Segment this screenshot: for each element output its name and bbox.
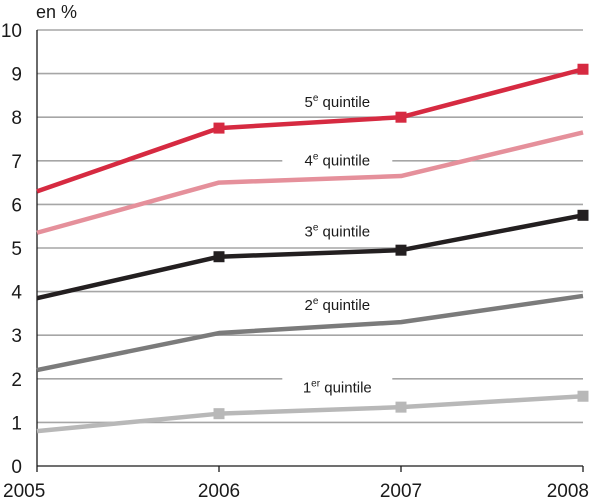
y-tick-label: 6 xyxy=(11,195,22,216)
series-labels: 5e quintile 4e quintile 3e quintile 2e quin… xyxy=(282,91,393,397)
y-tick-label: 7 xyxy=(11,152,22,173)
y-tick-label: 5 xyxy=(11,239,22,260)
series-label-bg xyxy=(282,149,393,170)
series-line-3 xyxy=(36,213,584,301)
series-label-bg xyxy=(282,376,393,397)
y-axis-unit-label: en % xyxy=(36,2,77,22)
series-marker xyxy=(395,111,407,123)
x-tick-label: 2006 xyxy=(198,481,240,500)
y-tick-label: 1 xyxy=(11,413,22,434)
series-line-1 xyxy=(36,393,584,434)
series-marker xyxy=(213,408,225,420)
y-tick-label: 0 xyxy=(11,457,22,478)
series-label: 4e quintile xyxy=(304,151,370,169)
series-label: 3e quintile xyxy=(304,222,370,240)
axes xyxy=(36,30,584,472)
x-tick-labels: 2005 2006 2007 2008 xyxy=(3,481,589,500)
series-label: 5e quintile xyxy=(304,93,370,111)
y-tick-label: 9 xyxy=(11,65,22,86)
series-marker xyxy=(577,390,589,402)
series-marker xyxy=(213,251,225,263)
series-label-bg xyxy=(282,220,393,241)
series-marker xyxy=(395,244,407,256)
series-line-2 xyxy=(36,293,584,373)
y-tick-label: 10 xyxy=(1,21,22,42)
series-label-bg xyxy=(282,293,393,314)
series-line-4 xyxy=(36,130,584,235)
series-marker xyxy=(577,63,589,75)
x-tick-label: 2005 xyxy=(3,481,45,500)
series-marker xyxy=(213,122,225,134)
series-label-bg xyxy=(282,91,393,112)
x-tick-label: 2007 xyxy=(380,481,422,500)
series-marker xyxy=(395,401,407,413)
y-tick-label: 8 xyxy=(11,108,22,129)
series-line-5 xyxy=(36,67,584,194)
series-label: 2e quintile xyxy=(304,296,370,314)
series-marker xyxy=(577,209,589,221)
series-label: 1er quintile xyxy=(303,378,372,396)
y-tick-labels: 0 1 2 3 4 5 6 7 8 9 10 xyxy=(1,21,23,478)
x-tick-label: 2008 xyxy=(547,481,589,500)
y-tick-label: 2 xyxy=(11,370,22,391)
y-tick-label: 4 xyxy=(11,283,22,304)
series-lines xyxy=(36,63,589,434)
y-tick-label: 3 xyxy=(11,326,22,347)
